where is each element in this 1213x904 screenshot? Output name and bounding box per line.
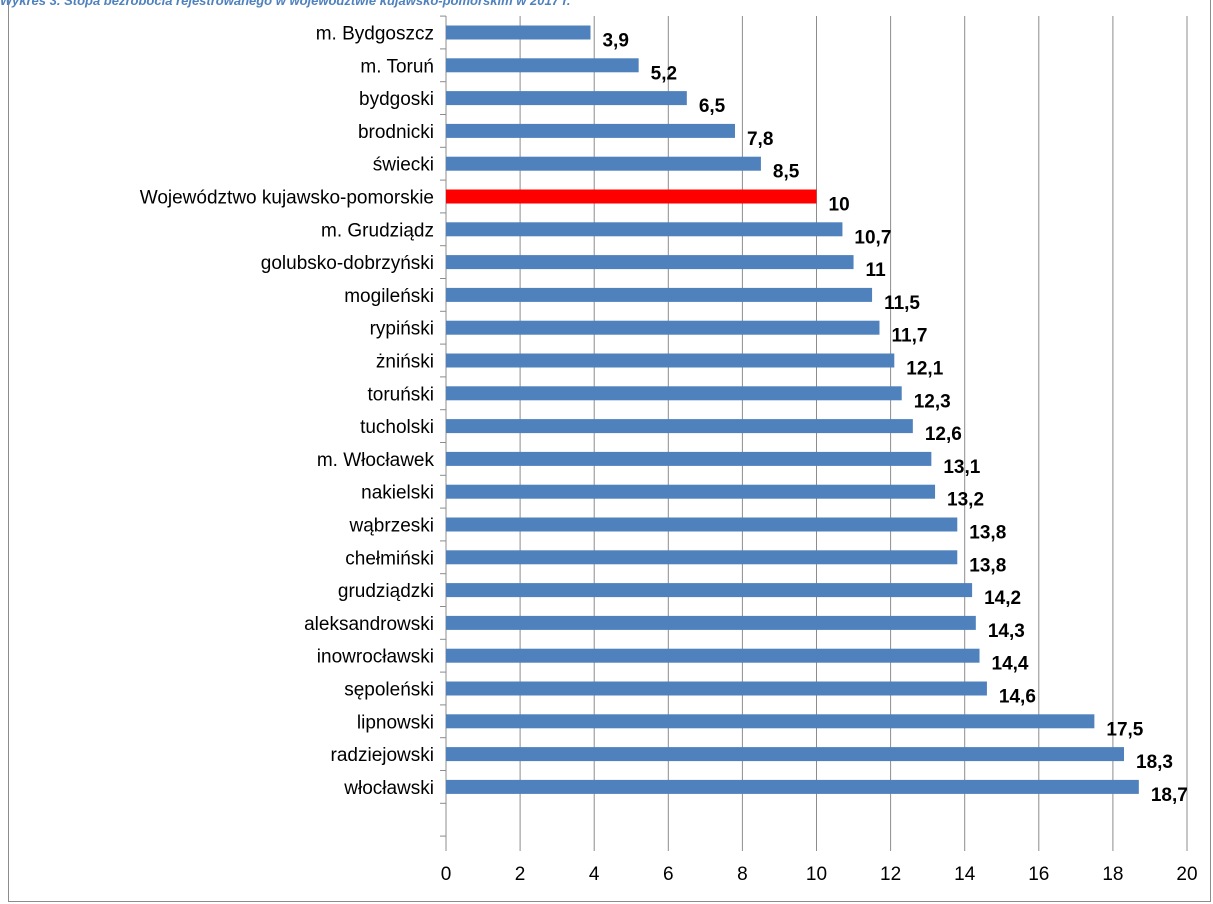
bar bbox=[446, 287, 873, 302]
bar bbox=[446, 123, 735, 138]
category-label: toruński bbox=[367, 384, 434, 405]
data-label: 17,5 bbox=[1106, 719, 1143, 740]
category-label: tucholski bbox=[360, 417, 434, 438]
bar bbox=[446, 353, 895, 368]
bar bbox=[446, 222, 843, 237]
category-label: golubsko-dobrzyński bbox=[261, 253, 434, 274]
data-label: 10,7 bbox=[854, 227, 891, 248]
chart-caption: Wykres 3. Stopa bezrobocia rejestrowaneg… bbox=[0, 0, 571, 8]
category-label: Województwo kujawsko-pomorskie bbox=[140, 188, 434, 209]
category-label: świecki bbox=[373, 155, 434, 176]
data-label: 14,2 bbox=[984, 588, 1021, 609]
category-label: bydgoski bbox=[359, 89, 434, 110]
data-label: 13,8 bbox=[969, 555, 1006, 576]
category-label: chełmiński bbox=[345, 548, 434, 569]
x-tick-label: 4 bbox=[589, 864, 600, 885]
data-label: 13,8 bbox=[969, 523, 1006, 544]
x-tick-label: 20 bbox=[1176, 864, 1197, 885]
category-label: grudziądzki bbox=[338, 581, 434, 602]
data-label: 12,1 bbox=[906, 359, 943, 380]
category-label: nakielski bbox=[361, 483, 434, 504]
data-label: 11,5 bbox=[884, 293, 920, 314]
category-label: inowrocławski bbox=[317, 647, 434, 668]
category-label: m. Toruń bbox=[360, 56, 434, 77]
x-tick-label: 16 bbox=[1028, 864, 1049, 885]
bar bbox=[446, 714, 1095, 729]
bar bbox=[446, 419, 913, 434]
x-tick-label: 2 bbox=[515, 864, 526, 885]
category-label: m. Włocławek bbox=[317, 450, 435, 471]
data-label: 14,3 bbox=[988, 621, 1025, 642]
bar-highlight bbox=[446, 189, 817, 204]
data-label: 13,1 bbox=[943, 457, 980, 478]
data-label: 11,7 bbox=[891, 326, 927, 347]
data-label: 3,9 bbox=[602, 31, 628, 52]
category-label: radziejowski bbox=[331, 745, 434, 766]
data-label: 10 bbox=[829, 195, 850, 216]
x-tick-label: 8 bbox=[737, 864, 748, 885]
category-label: wąbrzeski bbox=[349, 516, 434, 537]
category-label: m. Grudziądz bbox=[321, 220, 434, 241]
x-tick-label: 12 bbox=[880, 864, 901, 885]
bar bbox=[446, 583, 973, 598]
bar bbox=[446, 517, 958, 532]
data-label: 14,6 bbox=[999, 687, 1036, 708]
category-label: mogileński bbox=[344, 286, 434, 307]
bar bbox=[446, 615, 976, 630]
data-label: 7,8 bbox=[747, 129, 773, 150]
bar bbox=[446, 648, 980, 663]
x-tick-label: 6 bbox=[663, 864, 674, 885]
bar bbox=[446, 255, 854, 270]
bar bbox=[446, 386, 902, 401]
bar bbox=[446, 681, 987, 696]
bar bbox=[446, 320, 880, 335]
data-label: 18,7 bbox=[1151, 785, 1188, 806]
bar bbox=[446, 156, 761, 171]
data-label: 5,2 bbox=[651, 63, 677, 84]
category-label: włocławski bbox=[343, 778, 434, 799]
category-label: m. Bydgoszcz bbox=[316, 24, 434, 45]
data-label: 6,5 bbox=[699, 96, 726, 117]
data-label: 14,4 bbox=[992, 654, 1029, 675]
category-label: aleksandrowski bbox=[304, 614, 434, 635]
data-label: 12,6 bbox=[925, 424, 962, 445]
category-label: brodnicki bbox=[358, 122, 434, 143]
bar bbox=[446, 25, 591, 40]
data-label: 8,5 bbox=[773, 162, 800, 183]
data-label: 12,3 bbox=[914, 391, 951, 412]
x-tick-label: 0 bbox=[441, 864, 452, 885]
bar bbox=[446, 91, 687, 106]
x-tick-label: 14 bbox=[954, 864, 976, 885]
bar bbox=[446, 451, 932, 466]
category-label: lipnowski bbox=[357, 712, 434, 733]
chart-frame bbox=[8, 0, 1211, 902]
bar bbox=[446, 58, 639, 73]
data-label: 18,3 bbox=[1136, 752, 1173, 773]
bar bbox=[446, 550, 958, 565]
category-label: sępoleński bbox=[344, 680, 434, 701]
x-tick-label: 10 bbox=[806, 864, 827, 885]
bar bbox=[446, 747, 1125, 762]
bar bbox=[446, 779, 1139, 794]
category-label: żniński bbox=[376, 352, 434, 373]
data-label: 13,2 bbox=[947, 490, 984, 511]
category-label: rypiński bbox=[370, 319, 434, 340]
x-tick-label: 18 bbox=[1102, 864, 1123, 885]
bar bbox=[446, 484, 936, 499]
data-label: 11 bbox=[866, 260, 887, 281]
